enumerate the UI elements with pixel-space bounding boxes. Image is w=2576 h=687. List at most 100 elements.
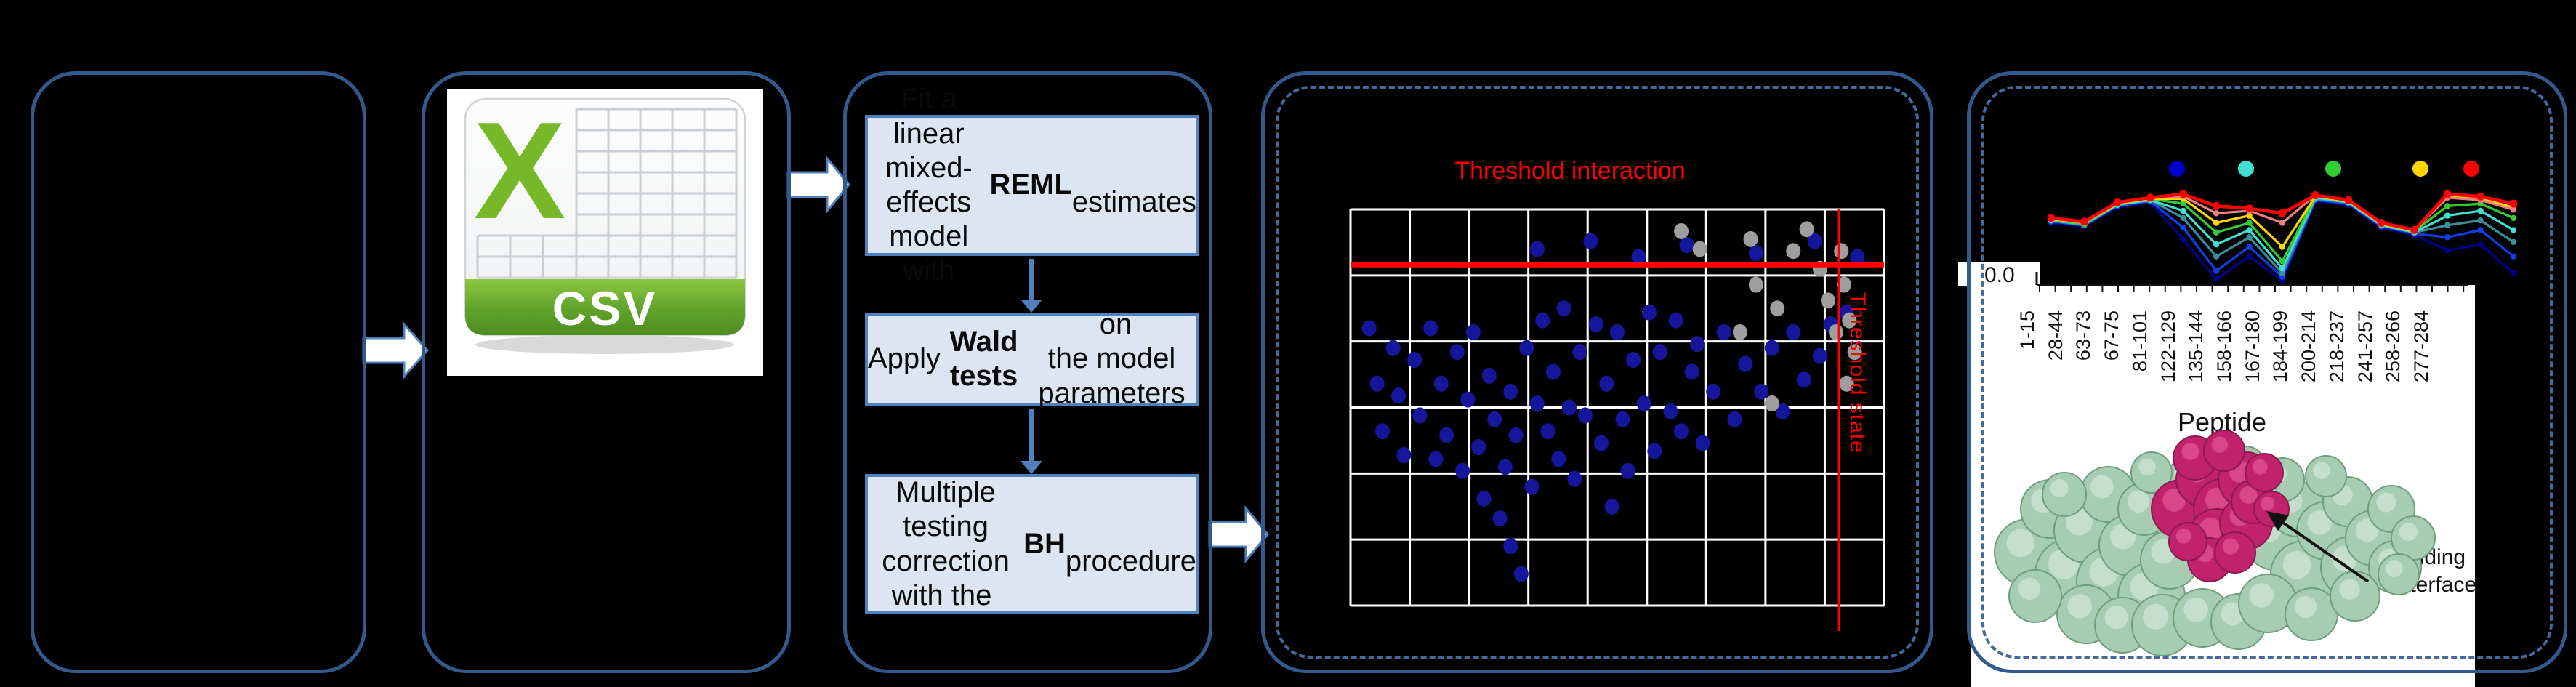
scatter-point-significant-peptides	[1604, 498, 1619, 515]
icon-shadow	[475, 335, 734, 354]
profile-line-yellow	[2050, 193, 2514, 249]
profile-marker-blue	[2411, 230, 2418, 237]
scatter-point-significant-peptides	[1674, 423, 1689, 440]
scatter-point-significant-peptides	[1577, 407, 1593, 424]
peptide-plot-background: 1-15 28-44 63-73 67-75 81-101 122-129 135-144 1…	[1971, 285, 2475, 687]
scatter-point-non-significant-peptides	[1732, 324, 1747, 340]
scatter-point-significant-peptides	[1652, 344, 1667, 361]
profile-marker-navy	[2147, 199, 2154, 206]
interaction-scatter-plot	[1349, 208, 1885, 631]
scatter-point-significant-peptides	[1642, 304, 1657, 321]
profile-marker-blue	[2213, 268, 2220, 274]
scatter-point-significant-peptides	[1492, 510, 1508, 527]
profile-marker-yellow	[2477, 196, 2484, 202]
block-arrow-right-icon	[786, 155, 850, 214]
profile-marker-red	[2047, 214, 2056, 222]
profile-marker-red	[2476, 192, 2485, 201]
profile-marker-navy	[2081, 223, 2088, 230]
profile-marker-navy	[2477, 241, 2484, 248]
scatter-point-significant-peptides	[1455, 462, 1470, 479]
scatter-point-significant-peptides	[1775, 403, 1790, 419]
profile-marker-teal	[2081, 222, 2088, 228]
scatter-point-significant-peptides	[1471, 439, 1486, 455]
profile-marker-teal	[2411, 229, 2418, 236]
profile-marker-red	[2113, 198, 2122, 206]
profile-marker-navy	[2048, 220, 2055, 226]
scatter-point-significant-peptides	[1679, 237, 1694, 254]
legend-dot-icon	[2169, 161, 2185, 177]
profile-marker-yellow	[2345, 198, 2352, 204]
scatter-point-significant-peptides	[1663, 403, 1678, 419]
profile-marker-green	[2279, 258, 2286, 265]
scatter-point-significant-peptides	[1519, 340, 1534, 356]
profile-marker-teal	[2444, 222, 2451, 228]
profile-marker-green	[2213, 229, 2220, 236]
scatter-point-significant-peptides	[1428, 451, 1444, 467]
scatter-point-significant-peptides	[1396, 446, 1412, 463]
flow-text-segment: BH	[1023, 527, 1066, 560]
scatter-point-significant-peptides	[1375, 423, 1390, 440]
ytick-background	[1958, 262, 2040, 286]
profile-marker-green	[2180, 200, 2186, 207]
profile-marker-navy	[2279, 277, 2286, 284]
peptide-tick-label: 277-284	[2410, 310, 2432, 383]
profile-marker-turquoise	[2378, 222, 2385, 228]
profile-marker-red	[2278, 209, 2287, 217]
scatter-point-significant-peptides	[1561, 399, 1577, 416]
excel-x-glyph: X	[474, 94, 566, 248]
profile-marker-yellow	[2180, 196, 2186, 202]
profile-marker-yellow	[2312, 193, 2319, 200]
profile-marker-green	[2246, 220, 2253, 226]
scatter-point-non-significant-peptides	[1812, 260, 1827, 277]
profile-marker-turquoise	[2279, 265, 2286, 272]
profile-marker-green	[2147, 196, 2154, 202]
profile-line-teal	[2050, 197, 2514, 275]
profile-marker-blue	[2510, 253, 2517, 260]
profile-marker-teal	[2510, 238, 2517, 246]
profile-marker-red	[2443, 190, 2452, 198]
peptide-tick-label: 167-180	[2241, 310, 2263, 383]
profile-marker-salmon	[2312, 192, 2319, 198]
binding-interface-label: Binding interface	[2393, 545, 2475, 597]
peptide-tick-label: 67-75	[2101, 310, 2123, 361]
scatter-point-significant-peptides	[1497, 459, 1513, 475]
profile-marker-turquoise	[2510, 227, 2517, 233]
flow-arrow-head-icon	[1021, 461, 1042, 474]
peptide-tick-label: 258-266	[2382, 310, 2404, 383]
spreadsheet-grid-small	[476, 234, 576, 279]
peptide-axis-title: Peptide	[2177, 407, 2267, 437]
scatter-point-significant-peptides	[1727, 411, 1742, 427]
profile-marker-salmon	[2048, 214, 2055, 222]
profile-marker-salmon	[2246, 207, 2253, 214]
profile-marker-blue	[2048, 218, 2055, 225]
scatter-point-significant-peptides	[1695, 435, 1710, 451]
scatter-point-significant-peptides	[1535, 312, 1550, 329]
profile-marker-green	[2048, 216, 2055, 222]
profile-marker-teal	[2246, 234, 2253, 241]
scatter-point-significant-peptides	[1684, 363, 1699, 380]
profile-marker-green	[2477, 200, 2484, 207]
scatter-point-significant-peptides	[1647, 443, 1662, 459]
profile-marker-turquoise	[2147, 196, 2154, 204]
peptide-tick-label: 1-15	[2016, 310, 2038, 350]
profile-marker-navy	[2378, 224, 2385, 231]
scatter-point-significant-peptides	[1583, 233, 1598, 249]
profile-marker-yellow	[2246, 212, 2253, 219]
scatter-point-significant-peptides	[1391, 387, 1406, 404]
flow-text-segment: Wald tests	[949, 325, 1026, 392]
legend-dot-icon	[2463, 161, 2479, 177]
csv-file-icon: X CSV	[464, 94, 746, 354]
scatter-point-significant-peptides	[1631, 249, 1646, 265]
scatter-title: Threshold interaction	[1454, 157, 1686, 185]
scatter-point-non-significant-peptides	[1799, 221, 1814, 238]
profile-marker-green	[2312, 193, 2319, 200]
profile-line-turquoise	[2050, 196, 2514, 270]
profile-marker-red	[2245, 204, 2254, 213]
profile-marker-red	[2146, 193, 2154, 202]
profile-marker-yellow	[2378, 220, 2385, 228]
scatter-point-significant-peptides	[1599, 375, 1614, 392]
legend-dot-icon	[2238, 161, 2254, 177]
scatter-point-significant-peptides	[1796, 371, 1811, 388]
profile-marker-teal	[2279, 270, 2286, 276]
